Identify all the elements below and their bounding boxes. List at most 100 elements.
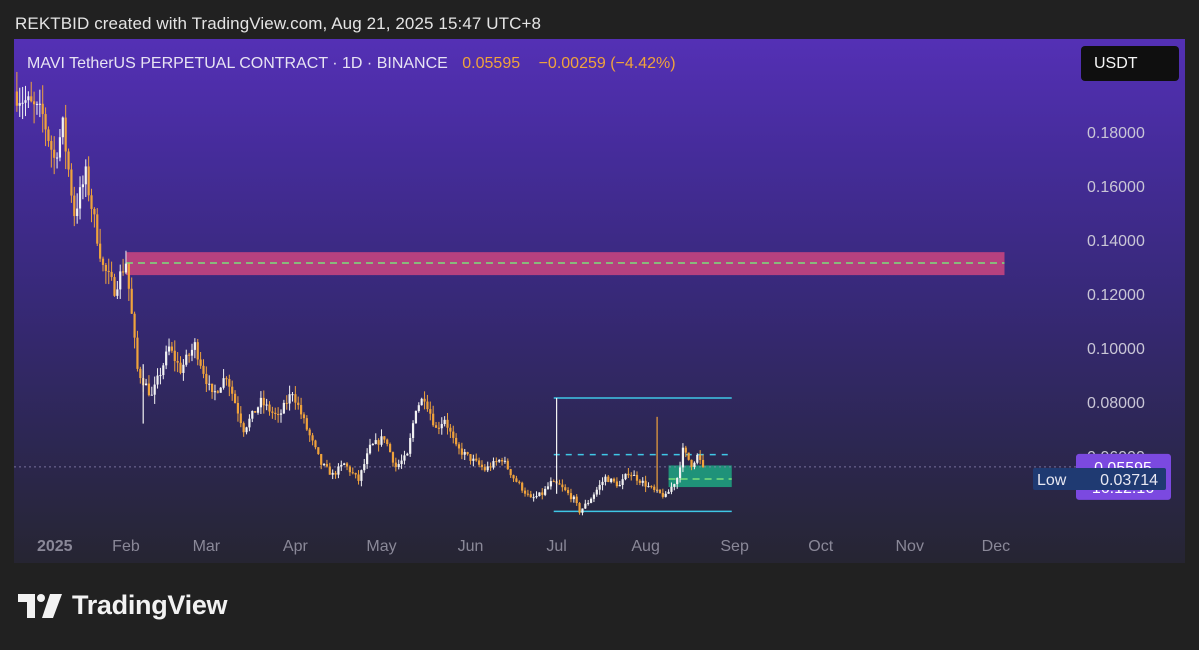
chart-panel[interactable]: 0.18000 0.16000 0.14000 0.12000 0.10000 0.080… — [14, 39, 1185, 563]
y-tick-label: 0.10000 — [1087, 341, 1145, 358]
candle-body — [558, 483, 561, 485]
candle-body — [343, 463, 346, 465]
candle-body — [380, 436, 383, 445]
candle-body — [572, 496, 575, 500]
candle-body — [159, 375, 162, 377]
x-tick-label: 2025 — [37, 538, 73, 555]
candle-body — [374, 440, 377, 445]
candle-body — [228, 379, 231, 387]
candle-body — [268, 404, 271, 412]
candle-body — [61, 117, 64, 138]
candle-body — [434, 425, 438, 428]
y-tick-label: 0.12000 — [1087, 287, 1145, 304]
candle-body — [417, 405, 420, 411]
low-tag-label: Low — [1037, 472, 1067, 489]
candle-body — [676, 478, 679, 485]
candle-body — [612, 478, 616, 482]
candle-body — [498, 459, 501, 462]
x-tick-label: Aug — [631, 538, 659, 555]
price-change: −0.00259 (−4.42%) — [538, 55, 676, 72]
tradingview-logo: TradingView — [18, 590, 228, 621]
x-tick-label: Sep — [720, 538, 749, 555]
candle-body — [41, 103, 44, 115]
candle-body — [245, 427, 248, 433]
candle-body — [457, 444, 461, 449]
candle-body — [153, 384, 156, 395]
candle-body — [420, 398, 423, 406]
candle-body — [684, 447, 687, 453]
candle-body — [589, 498, 593, 503]
candle-body — [299, 405, 303, 415]
candle-body — [414, 410, 418, 424]
candle-body — [532, 497, 535, 499]
candle-body — [162, 365, 165, 376]
candle-body — [202, 365, 205, 374]
candle-body — [500, 459, 504, 462]
candle-body — [397, 464, 400, 468]
candle-body — [121, 271, 125, 273]
candle-body — [325, 464, 329, 467]
candle-body — [432, 413, 435, 426]
candle-body — [635, 474, 639, 481]
candle-body — [610, 478, 613, 483]
candle-body — [544, 488, 547, 495]
candle-body — [512, 475, 515, 479]
candle-body — [231, 386, 234, 394]
candle-body — [271, 411, 274, 413]
x-tick-label: Feb — [112, 538, 140, 555]
candle-body — [630, 475, 633, 477]
candle-body — [124, 263, 128, 273]
last-price: 0.05595 — [462, 55, 521, 72]
candle-body — [426, 401, 429, 410]
candle-body — [317, 447, 320, 455]
candle-body — [618, 484, 621, 487]
candle-body — [521, 482, 524, 491]
candle-body — [351, 472, 354, 474]
candle-body — [641, 480, 644, 483]
candle-body — [699, 454, 702, 460]
candle-body — [664, 493, 667, 497]
candle-body — [288, 394, 291, 404]
symbol-title: MAVI TetherUS PERPETUAL CONTRACT · 1D · … — [27, 55, 448, 72]
currency-button[interactable]: USDT — [1081, 46, 1179, 81]
candle-body — [670, 486, 673, 492]
candle-body — [205, 373, 208, 385]
candle-body — [345, 463, 349, 467]
candle-body — [357, 474, 360, 481]
candle-body — [486, 466, 489, 471]
candle-body — [104, 264, 107, 271]
candle-body — [236, 403, 240, 414]
candle-body — [337, 466, 340, 475]
candle-body — [254, 411, 257, 413]
candle-body — [113, 277, 116, 296]
candle-body — [21, 102, 24, 104]
symbol-legend: MAVI TetherUS PERPETUAL CONTRACT · 1D · … — [27, 55, 676, 73]
candle-body — [279, 413, 283, 415]
price-chart[interactable]: 0.18000 0.16000 0.14000 0.12000 0.10000 0.080… — [14, 39, 1185, 563]
candle-body — [604, 476, 607, 482]
candle-body — [624, 473, 627, 480]
candle-body — [360, 470, 363, 481]
candle-body — [15, 91, 18, 106]
candle-body — [30, 96, 33, 102]
candle-body — [383, 436, 386, 440]
candle-body — [592, 494, 596, 499]
candle-body — [394, 462, 397, 468]
candle-body — [506, 460, 509, 470]
candle-body — [423, 398, 426, 402]
candle-body — [564, 487, 567, 491]
candle-body — [110, 271, 113, 278]
candle-body — [348, 466, 352, 473]
candle-body — [107, 270, 110, 272]
candle-body — [621, 479, 624, 485]
candle-body — [44, 114, 47, 130]
candle-body — [409, 437, 412, 454]
candle-body — [366, 453, 369, 465]
candle-body — [265, 404, 268, 406]
candle-body — [363, 464, 366, 471]
candle-body — [526, 493, 530, 495]
candle-body — [463, 452, 466, 455]
candle-body — [139, 368, 142, 379]
candle-body — [170, 346, 174, 351]
candle-body — [90, 195, 93, 209]
